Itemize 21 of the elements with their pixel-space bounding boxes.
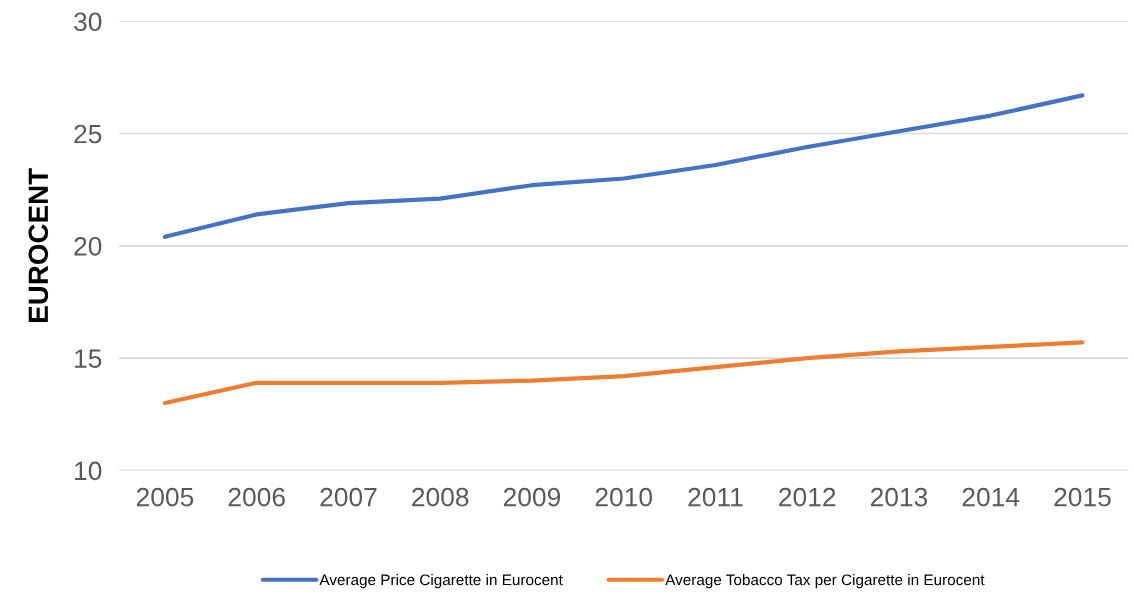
x-tick-label: 2008 [412, 487, 469, 507]
x-tick-label: 2013 [870, 487, 928, 507]
x-tick-label: 2005 [136, 487, 194, 507]
y-axis-title: EUROCENT [28, 168, 49, 322]
x-tick-label: 2009 [503, 487, 561, 507]
x-tick-label: 2015 [1054, 487, 1111, 507]
x-tick-label: 2014 [962, 487, 1020, 507]
line-series [162, 340, 1085, 406]
legend-label: Average Price Cigarette in Eurocent [319, 574, 563, 589]
x-tick-label: 2011 [688, 487, 743, 507]
y-tick-label: 10 [75, 461, 102, 481]
x-tick-label: 2006 [228, 487, 285, 507]
legend-label: Average Tobacco Tax per Cigarette in Eurocent [665, 574, 985, 589]
x-tick-label: 2007 [320, 487, 377, 507]
y-tick-label: 15 [75, 349, 102, 368]
x-tick-label: 2012 [779, 487, 836, 507]
x-tick-label: 2010 [595, 487, 653, 507]
y-tick-label: 20 [74, 236, 102, 256]
line-series [162, 93, 1085, 239]
y-tick-label: 25 [74, 124, 102, 144]
y-tick-label: 30 [74, 12, 102, 32]
